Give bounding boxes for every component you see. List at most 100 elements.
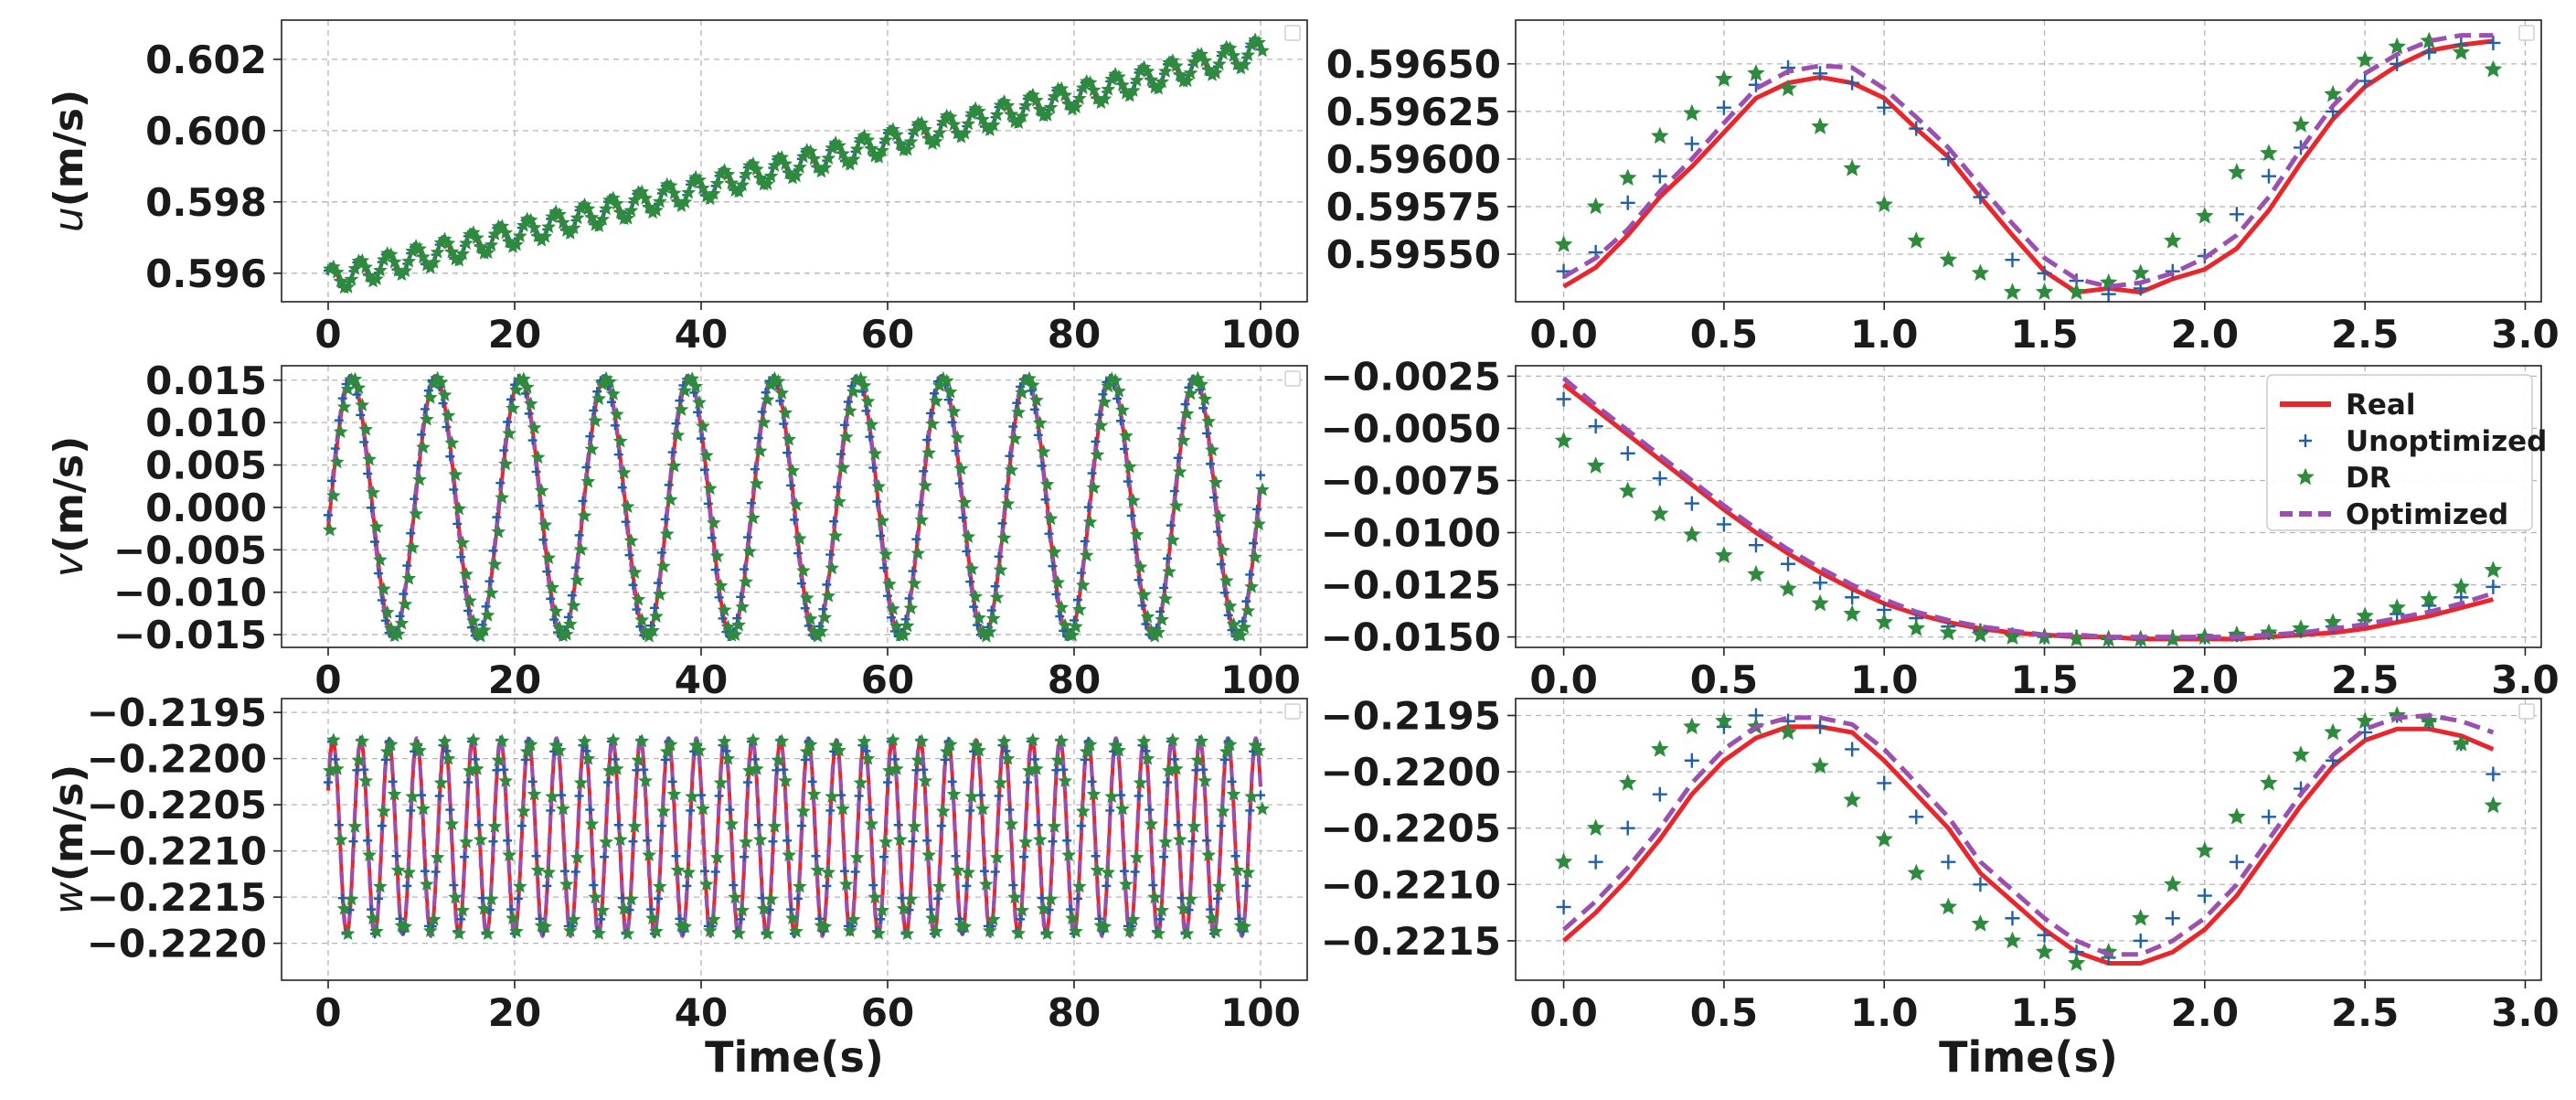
dr-point [484,585,499,600]
dr-point [577,733,592,748]
y-axis-variable: v [46,552,92,577]
dr-point [394,615,410,630]
dr-point [329,454,345,469]
dr-point [752,443,768,458]
dr-point [763,892,779,906]
dr-point [351,753,367,767]
unoptimized-point [839,866,849,876]
unoptimized-point [1877,775,1892,791]
unoptimized-point [876,914,886,924]
dr-point [1054,733,1070,748]
dr-point [731,184,747,198]
dr-point [821,588,836,603]
dr-point [387,786,402,801]
dr-point [441,751,456,765]
dr-point [1650,126,1669,144]
dr-point [666,186,682,200]
dr-point [985,611,1001,625]
dr-point [340,926,356,940]
dr-point [2484,59,2503,78]
dr-point [792,159,807,174]
unoptimized-point [796,579,806,589]
dr-point [1036,443,1051,458]
dr-point [663,492,678,507]
dr-point [1939,250,1958,268]
dr-point [1183,892,1198,906]
unoptimized-point [718,614,728,624]
dr-point [942,737,958,752]
dr-point [376,803,391,817]
dr-point [942,384,958,399]
dr-point [1683,717,1701,735]
dr-point [1779,79,1797,97]
unoptimized-point [531,466,541,476]
unoptimized-point [613,820,623,830]
unoptimized-point [699,465,709,475]
y-axis-variable: w [46,881,92,914]
unoptimized-point [520,754,530,764]
dr-point [717,733,732,748]
unoptimized-point [1169,754,1179,764]
unoptimized-point [861,406,871,416]
dr-point [1237,57,1252,71]
dr-point [756,901,772,915]
legend-frame [2266,374,2533,531]
y-tick-label: −0.0100 [1321,511,1501,556]
dr-point [655,559,671,573]
dr-point [799,743,814,758]
dr-point [2131,908,2150,926]
dr-point [649,924,664,938]
unoptimized-point [2005,252,2020,268]
dr-point [369,924,384,938]
dr-point [782,432,797,446]
dr-point [599,834,613,849]
unoptimized-point [2486,35,2501,50]
x-tick-label: 2.5 [2331,657,2399,702]
dr-point [1907,863,1926,881]
unoptimized-point [617,483,627,493]
dr-point [982,624,997,638]
dr-point [878,546,893,561]
dr-point [1047,544,1062,559]
dr-point [623,203,639,218]
unoptimized-point [796,821,806,831]
unoptimized-point [524,409,534,419]
dr-point [1843,790,1861,808]
unoptimized-point [843,397,853,407]
unoptimized-point [1198,403,1208,413]
unoptimized-point [456,552,466,562]
dr-point [996,733,1012,748]
series-line-real [1562,382,2495,642]
dr-point [810,862,825,877]
dr-point [527,420,542,434]
y-tick-label: −0.2210 [87,829,267,874]
dr-point [950,430,965,444]
dr-point [806,786,822,801]
dr-point [623,892,639,906]
dr-point [739,166,753,181]
dr-point [2067,283,2086,300]
dr-point [405,539,420,554]
dr-point [1683,525,1701,543]
unoptimized-point [922,836,932,846]
dr-point [1875,613,1894,630]
unoptimized-point [1249,539,1259,549]
dr-point [1028,392,1044,407]
dr-point [506,911,520,925]
unoptimized-point [746,498,756,508]
unoptimized-point [693,407,703,417]
dr-point [498,456,514,471]
dr-point [1104,788,1120,803]
unoptimized-point [1072,595,1082,605]
dr-point [333,832,348,847]
dr-point [842,403,857,418]
unoptimized-point [628,580,638,590]
y-tick-label: 0.010 [145,400,267,445]
dr-point [677,194,693,208]
dr-point [509,382,524,397]
dr-point [523,396,538,411]
dr-point [595,902,611,917]
dr-point [739,574,753,589]
unoptimized-point [1652,168,1667,184]
dr-point [1183,386,1198,400]
